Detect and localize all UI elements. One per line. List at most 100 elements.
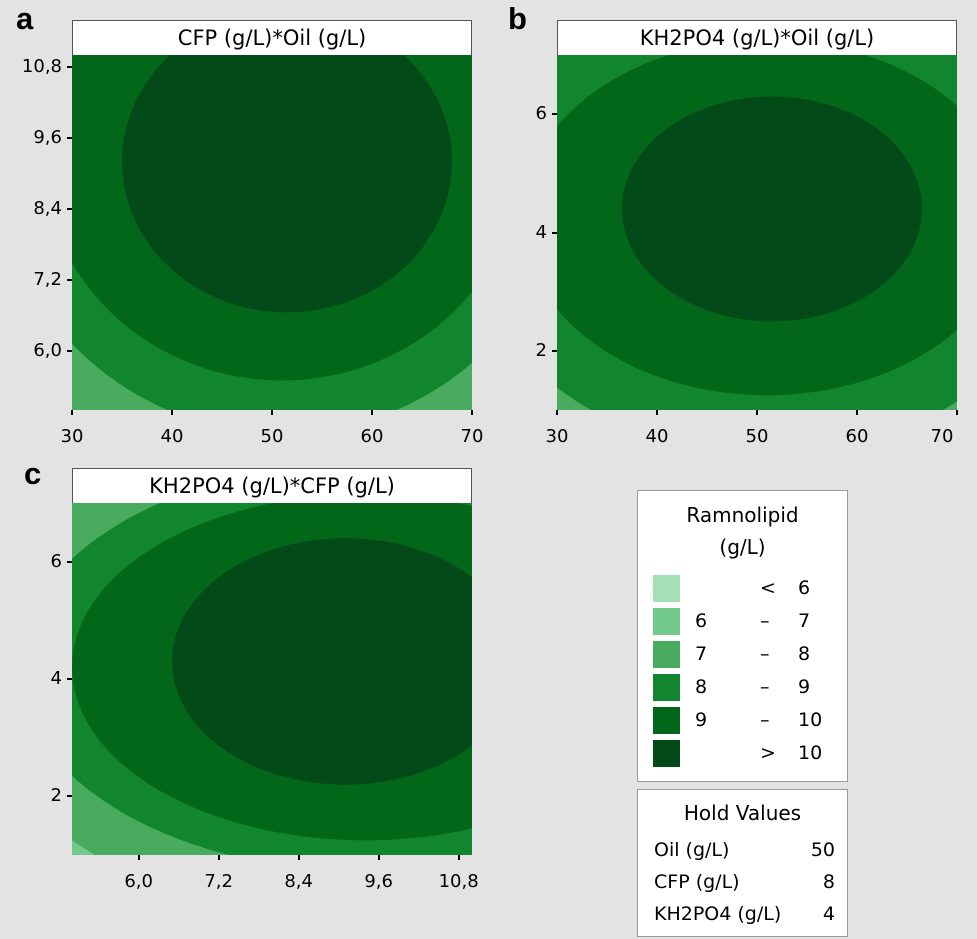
hold-values-box: Hold Values Oil (g/L) 50 CFP (g/L) 8 KH2PO4 … xyxy=(637,789,848,937)
legend-range-low: 7 xyxy=(695,643,708,665)
legend-range-high: 10 xyxy=(798,742,823,764)
legend-range-high: 7 xyxy=(798,610,811,632)
x-tick-mark-b xyxy=(756,410,758,415)
panel-label-b: b xyxy=(508,1,527,36)
legend-range-low: 8 xyxy=(695,676,708,698)
x-tick-label-c: 8,4 xyxy=(284,871,313,892)
contour-plot-b xyxy=(557,55,957,410)
contour-region-b-3 xyxy=(622,96,922,322)
legend-range-separator: – xyxy=(760,676,770,698)
legend-swatch xyxy=(653,608,680,635)
legend-range-separator: > xyxy=(760,742,776,764)
panel-label-c: c xyxy=(24,456,42,491)
panel-title-b: KH2PO4 (g/L)*Oil (g/L) xyxy=(557,20,957,56)
x-tick-mark-a xyxy=(471,410,473,415)
contour-plot-c xyxy=(72,503,472,855)
hold-value-number: 4 xyxy=(822,903,835,925)
y-tick-label-a: 8,4 xyxy=(33,197,62,219)
y-tick-mark-a xyxy=(67,207,72,210)
y-tick-mark-a xyxy=(67,349,72,352)
x-tick-label-c: 6,0 xyxy=(124,871,153,892)
legend-swatch xyxy=(653,740,680,767)
x-tick-label-a: 40 xyxy=(160,426,184,447)
legend-range-separator: – xyxy=(760,610,770,632)
x-tick-label-b: 70 xyxy=(930,426,954,447)
panel-title-c: KH2PO4 (g/L)*CFP (g/L) xyxy=(72,468,472,504)
x-tick-mark-c xyxy=(137,855,140,860)
x-tick-label-b: 40 xyxy=(645,426,669,447)
legend-range-high: 8 xyxy=(798,643,811,665)
y-tick-mark-a xyxy=(67,65,72,68)
contour-region-c-3 xyxy=(172,538,472,785)
x-tick-mark-b xyxy=(556,410,558,415)
x-tick-mark-a xyxy=(171,410,173,415)
y-tick-label-a: 7,2 xyxy=(33,268,62,290)
y-tick-mark-c xyxy=(67,678,72,680)
contour-plot-a xyxy=(72,55,472,410)
legend-range-high: 6 xyxy=(798,577,811,599)
y-tick-label-c: 6 xyxy=(50,550,62,572)
x-tick-label-b: 60 xyxy=(845,426,869,447)
legend-title-line2: (g/L) xyxy=(719,535,766,559)
x-tick-label-b: 30 xyxy=(545,426,569,447)
x-tick-label-a: 60 xyxy=(360,426,384,447)
y-tick-mark-c xyxy=(67,560,72,563)
y-tick-label-c: 2 xyxy=(50,785,62,807)
y-tick-mark-c xyxy=(67,795,72,798)
x-tick-mark-b xyxy=(856,410,858,415)
x-tick-label-c: 7,2 xyxy=(204,871,233,892)
legend-range-low: 6 xyxy=(695,610,708,632)
contour-region-a-3 xyxy=(122,55,452,313)
x-tick-label-a: 70 xyxy=(460,426,484,447)
legend-swatch xyxy=(653,707,680,734)
x-tick-mark-c xyxy=(457,855,460,860)
legend-range-high: 10 xyxy=(798,709,823,731)
y-tick-label-a: 10,8 xyxy=(21,55,62,77)
x-tick-mark-a xyxy=(371,410,373,415)
y-tick-mark-b xyxy=(552,113,557,116)
x-tick-label-b: 50 xyxy=(745,426,769,447)
y-tick-label-c: 4 xyxy=(50,668,62,689)
y-tick-label-a: 9,6 xyxy=(33,126,62,148)
x-tick-label-c: 9,6 xyxy=(364,871,393,892)
x-tick-mark-c xyxy=(217,855,220,860)
legend-range-separator: < xyxy=(760,577,776,599)
panel-label-a: a xyxy=(16,1,34,36)
y-tick-label-b: 4 xyxy=(535,221,547,243)
hold-value-name: CFP (g/L) xyxy=(654,871,740,893)
hold-value-number: 8 xyxy=(822,871,835,893)
y-tick-label-a: 6,0 xyxy=(33,339,62,361)
x-tick-mark-b xyxy=(656,410,658,415)
legend-range-high: 9 xyxy=(798,676,811,698)
legend-swatch xyxy=(653,674,680,701)
x-tick-mark-b xyxy=(956,410,958,415)
contour-svg-a xyxy=(72,55,472,410)
x-tick-label-c: 10,8 xyxy=(438,871,479,892)
x-tick-mark-a xyxy=(271,410,273,415)
contour-svg-c xyxy=(72,503,472,855)
hold-value-name: KH2PO4 (g/L) xyxy=(654,903,782,925)
y-tick-mark-b xyxy=(552,231,557,234)
y-tick-label-b: 2 xyxy=(535,339,547,361)
x-tick-mark-c xyxy=(377,855,380,860)
x-tick-mark-c xyxy=(297,855,300,860)
legend-swatch xyxy=(653,641,680,668)
hold-value-name: Oil (g/L) xyxy=(654,839,730,861)
y-tick-mark-a xyxy=(67,136,72,139)
x-tick-label-a: 30 xyxy=(60,426,84,447)
hold-value-number: 50 xyxy=(810,839,835,861)
legend-title-line1: Ramnolipid xyxy=(686,503,799,527)
y-tick-mark-a xyxy=(67,278,72,281)
panel-title-a: CFP (g/L)*Oil (g/L) xyxy=(72,20,472,56)
legend-range-separator: – xyxy=(760,643,770,665)
y-tick-label-b: 6 xyxy=(535,103,547,125)
legend-swatch xyxy=(653,575,680,602)
y-tick-mark-b xyxy=(552,349,557,352)
hold-values-title: Hold Values xyxy=(683,801,802,825)
contour-svg-b xyxy=(557,55,957,410)
legend: Ramnolipid (g/L) <6 6 – 7 7 – 8 8 – 9 9 – 10 >10 xyxy=(637,490,848,782)
x-tick-mark-a xyxy=(71,410,73,415)
legend-range-low: 9 xyxy=(695,709,708,731)
x-tick-label-a: 50 xyxy=(260,426,284,447)
